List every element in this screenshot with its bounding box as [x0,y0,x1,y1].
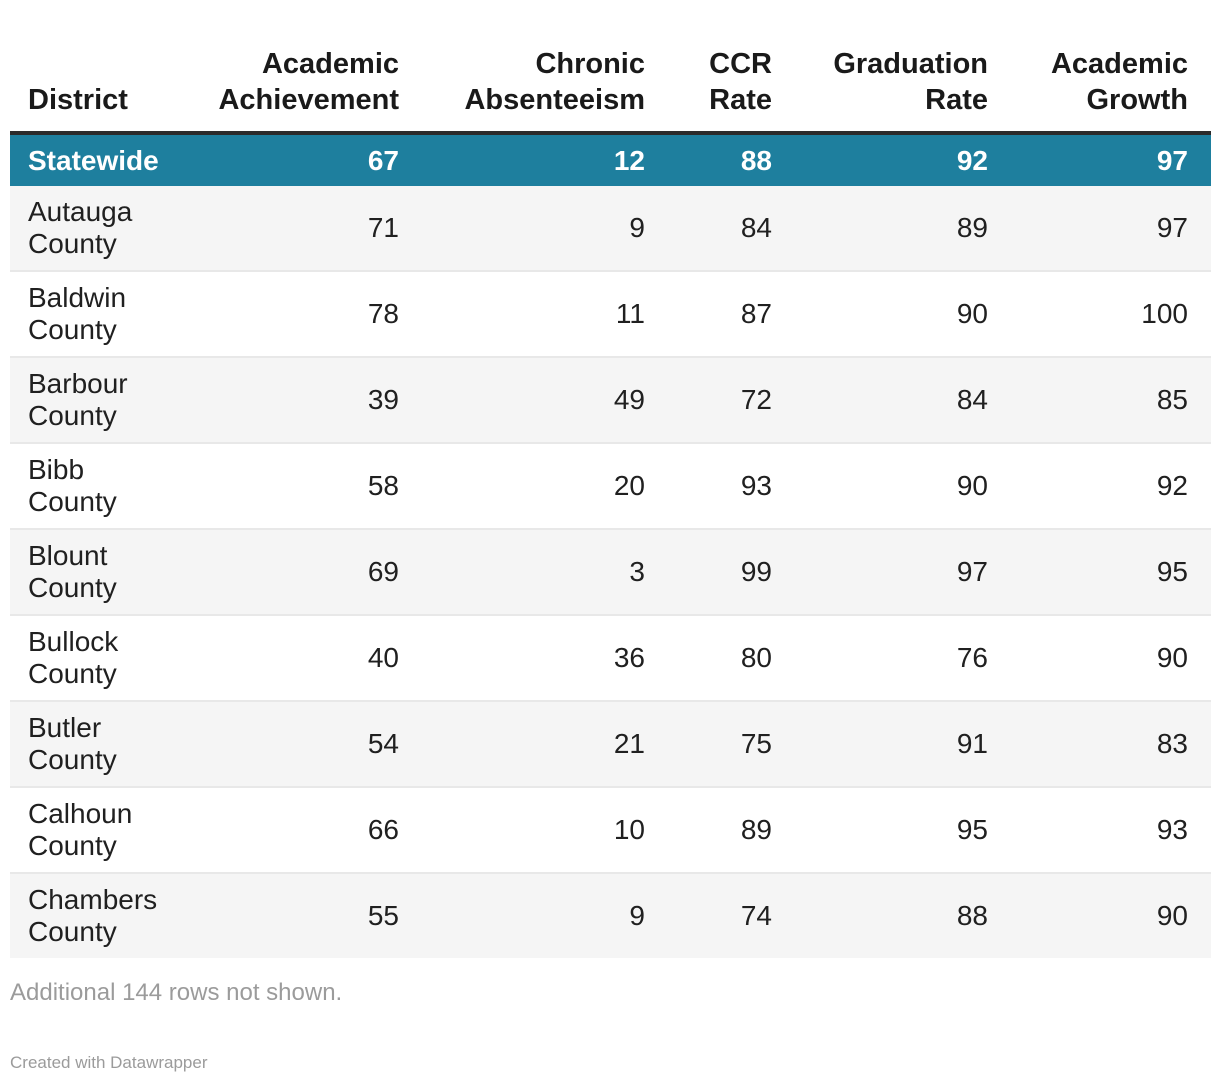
district-cell: Autauga County [10,186,180,271]
district-cell: Statewide [10,133,180,186]
district-cell: Bibb County [10,442,180,529]
value-cell: 97 [1011,186,1211,271]
value-cell: 89 [795,186,1011,271]
value-cell: 20 [422,442,668,529]
value-cell: 92 [1011,442,1211,529]
value-cell: 91 [795,700,1011,787]
statewide-row: Statewide 67 12 88 92 97 [10,133,1211,186]
value-cell: 11 [422,270,668,357]
district-cell: Chambers County [10,872,180,958]
value-cell: 90 [795,270,1011,357]
column-header-chronic-absenteeism: Chronic Absenteeism [464,48,645,116]
value-cell: 93 [668,442,795,529]
district-cell: Bullock County [10,614,180,701]
district-cell: Barbour County [10,356,180,443]
value-cell: 75 [668,700,795,787]
value-cell: 36 [422,614,668,701]
value-cell: 95 [1011,528,1211,615]
value-cell: 90 [1011,872,1211,958]
datawrapper-credit: Created with Datawrapper [10,1053,208,1072]
value-cell: 40 [180,614,422,701]
district-cell: Baldwin County [10,270,180,357]
value-cell: 72 [668,356,795,443]
value-cell: 85 [1011,356,1211,443]
value-cell: 89 [668,786,795,873]
value-cell: 95 [795,786,1011,873]
value-cell: 100 [1011,270,1211,357]
table-row-chambers: Chambers County 55 9 74 88 90 [10,872,1211,958]
column-header-graduation-rate: Graduation Rate [833,48,988,116]
value-cell: 58 [180,442,422,529]
value-cell: 66 [180,786,422,873]
table-row-barbour: Barbour County 39 49 72 84 85 [10,356,1211,443]
table-row-bibb: Bibb County 58 20 93 90 92 [10,442,1211,529]
column-header-district: District [28,84,128,116]
header-row: District Academic Achievement Chronic Ab… [10,0,1211,133]
value-cell: 78 [180,270,422,357]
value-cell: 74 [668,872,795,958]
value-cell: 69 [180,528,422,615]
value-cell: 80 [668,614,795,701]
value-cell: 99 [668,528,795,615]
table-row-baldwin: Baldwin County 78 11 87 90 100 [10,270,1211,357]
value-cell: 9 [422,872,668,958]
value-cell: 90 [1011,614,1211,701]
district-cell: Blount County [10,528,180,615]
value-cell: 84 [795,356,1011,443]
value-cell: 71 [180,186,422,271]
value-cell: 54 [180,700,422,787]
column-header-academic-growth: Academic Growth [1050,48,1188,116]
value-cell: 76 [795,614,1011,701]
value-cell: 67 [180,133,422,186]
table-row-autauga: Autauga County 71 9 84 89 97 [10,186,1211,271]
table-row-bullock: Bullock County 40 36 80 76 90 [10,614,1211,701]
value-cell: 55 [180,872,422,958]
district-metrics-table: District Academic Achievement Chronic Ab… [10,0,1211,958]
value-cell: 88 [795,872,1011,958]
table-row-butler: Butler County 54 21 75 91 83 [10,700,1211,787]
value-cell: 3 [422,528,668,615]
value-cell: 9 [422,186,668,271]
table-row-blount: Blount County 69 3 99 97 95 [10,528,1211,615]
district-cell: Butler County [10,700,180,787]
value-cell: 21 [422,700,668,787]
table-row-calhoun: Calhoun County 66 10 89 95 93 [10,786,1211,873]
value-cell: 97 [795,528,1011,615]
rows-not-shown-note: Additional 144 rows not shown. [10,979,343,1006]
value-cell: 10 [422,786,668,873]
value-cell: 92 [795,133,1011,186]
value-cell: 87 [668,270,795,357]
value-cell: 84 [668,186,795,271]
value-cell: 90 [795,442,1011,529]
value-cell: 49 [422,356,668,443]
value-cell: 88 [668,133,795,186]
value-cell: 83 [1011,700,1211,787]
district-cell: Calhoun County [10,786,180,873]
value-cell: 39 [180,356,422,443]
column-header-academic-achievement: Academic Achievement [218,48,399,116]
value-cell: 97 [1011,133,1211,186]
value-cell: 12 [422,133,668,186]
value-cell: 93 [1011,786,1211,873]
column-header-ccr-rate: CCR Rate [709,48,772,116]
